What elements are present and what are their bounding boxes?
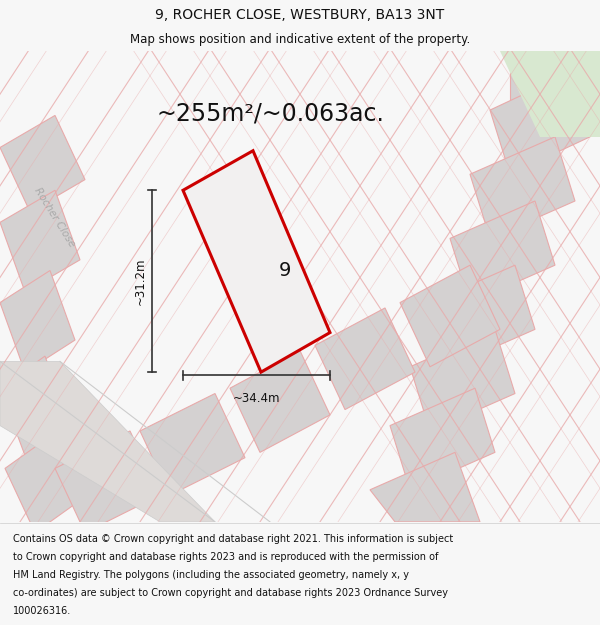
Polygon shape — [450, 201, 555, 302]
Polygon shape — [500, 51, 600, 137]
Text: Contains OS data © Crown copyright and database right 2021. This information is : Contains OS data © Crown copyright and d… — [13, 534, 454, 544]
Polygon shape — [370, 452, 480, 522]
Polygon shape — [510, 51, 575, 116]
Polygon shape — [0, 190, 80, 292]
Text: ~255m²/~0.063ac.: ~255m²/~0.063ac. — [156, 101, 384, 125]
Polygon shape — [430, 265, 535, 367]
Polygon shape — [230, 351, 330, 452]
Polygon shape — [183, 151, 330, 372]
Polygon shape — [5, 436, 80, 532]
Text: 9: 9 — [279, 261, 291, 280]
Polygon shape — [490, 72, 590, 174]
Polygon shape — [0, 356, 70, 456]
Text: 9, ROCHER CLOSE, WESTBURY, BA13 3NT: 9, ROCHER CLOSE, WESTBURY, BA13 3NT — [155, 8, 445, 22]
Text: 100026316.: 100026316. — [13, 606, 71, 616]
Polygon shape — [400, 265, 500, 367]
Polygon shape — [390, 388, 495, 490]
Polygon shape — [0, 271, 75, 372]
Text: ~31.2m: ~31.2m — [134, 258, 147, 305]
Text: to Crown copyright and database rights 2023 and is reproduced with the permissio: to Crown copyright and database rights 2… — [13, 552, 439, 562]
Polygon shape — [0, 116, 85, 212]
Polygon shape — [140, 394, 245, 495]
Polygon shape — [470, 137, 575, 238]
Polygon shape — [55, 431, 160, 532]
Text: HM Land Registry. The polygons (including the associated geometry, namely x, y: HM Land Registry. The polygons (includin… — [13, 571, 409, 581]
Polygon shape — [0, 361, 215, 522]
Text: Map shows position and indicative extent of the property.: Map shows position and indicative extent… — [130, 34, 470, 46]
Polygon shape — [410, 329, 515, 431]
Polygon shape — [315, 308, 415, 409]
Text: Rocher Close: Rocher Close — [33, 186, 77, 249]
Text: co-ordinates) are subject to Crown copyright and database rights 2023 Ordnance S: co-ordinates) are subject to Crown copyr… — [13, 588, 448, 598]
Text: ~34.4m: ~34.4m — [233, 392, 280, 406]
